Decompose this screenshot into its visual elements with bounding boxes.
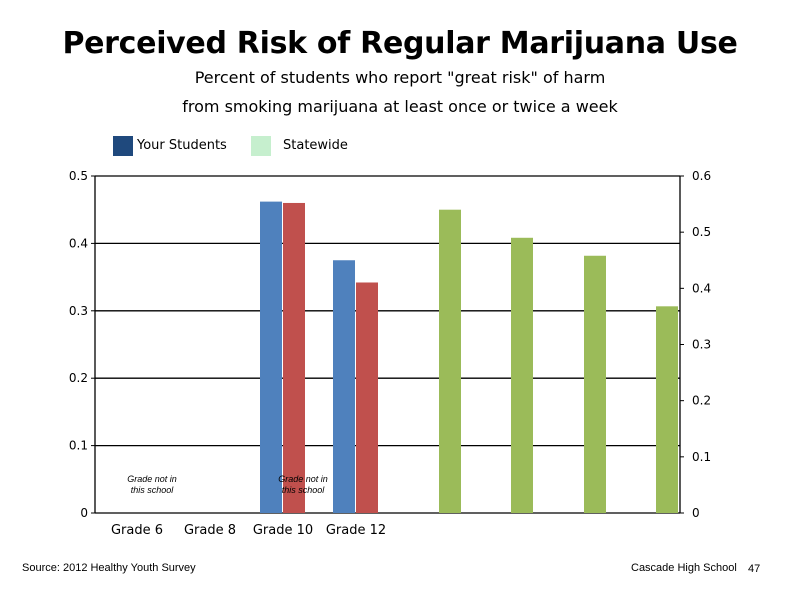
annotation-2-line-2: this school [282,485,326,495]
right-tick-label-0.3: 0.3 [692,338,711,352]
chart-subtitle-line1: Percent of students who report "great ri… [194,68,606,87]
bar-grade-10-1 [260,201,282,513]
bar-right-axis-3 [584,255,606,514]
left-tick-label-0: 0 [80,506,88,520]
bar-right-axis-2 [511,237,533,514]
bar-grade-12-2 [356,282,378,513]
bar-grade-10-2 [283,202,305,513]
x-tick-label-grade-10: Grade 10 [253,523,313,538]
x-tick-label-grade-6: Grade 6 [111,523,163,538]
bar-right-axis-1 [439,209,461,513]
bar-right-axis-4 [656,306,678,513]
right-tick-label-0.5: 0.5 [692,225,711,239]
right-tick-label-0: 0 [692,506,700,520]
left-tick-label-0.5: 0.5 [69,169,88,183]
annotation-1-line-2: this school [131,485,175,495]
page-number: 47 [748,563,761,575]
right-tick-label-0.2: 0.2 [692,394,711,408]
bar-grade-12-1 [333,260,355,513]
chart-subtitle-line2: from smoking marijuana at least once or … [182,97,618,116]
annotation-2-line-1: Grade not in [278,474,328,484]
right-tick-label-0.6: 0.6 [692,169,711,183]
legend-label-statewide: Statewide [283,138,348,153]
source-note: Source: 2012 Healthy Youth Survey [22,562,196,574]
left-tick-label-0.3: 0.3 [69,304,88,318]
legend-swatch-statewide [251,136,271,156]
x-tick-label-grade-12: Grade 12 [326,523,386,538]
legend-label-your-students: Your Students [137,138,227,153]
annotation-1-line-1: Grade not in [127,474,177,484]
left-tick-label-0.2: 0.2 [69,371,88,385]
chart-title: Perceived Risk of Regular Marijuana Use [62,26,738,61]
right-tick-label-0.1: 0.1 [692,450,711,464]
right-tick-label-0.4: 0.4 [692,281,711,295]
school-name: Cascade High School [631,562,737,574]
left-tick-label-0.4: 0.4 [69,236,88,250]
x-tick-label-grade-8: Grade 8 [184,523,236,538]
left-tick-label-0.1: 0.1 [69,439,88,453]
legend-swatch-your-students [113,136,133,156]
